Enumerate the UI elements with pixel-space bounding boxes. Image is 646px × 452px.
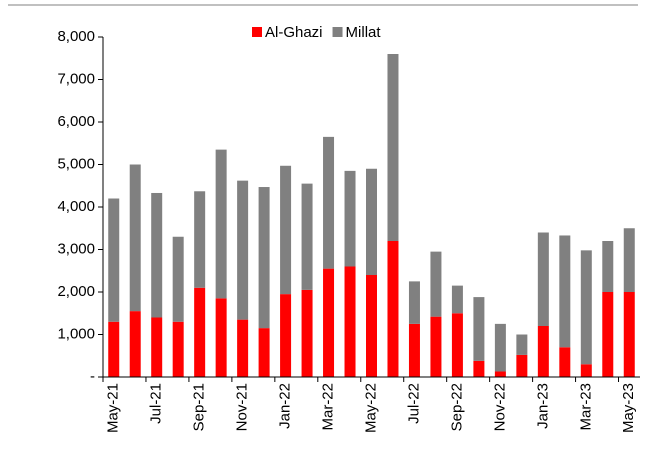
bar-segment (559, 347, 571, 377)
bar-segment (537, 326, 549, 377)
bar-segment (580, 364, 592, 377)
x-tick-label: May-23 (620, 383, 637, 433)
x-label-group: Mar-23 (577, 383, 594, 431)
y-tick-label: 6,000 (57, 113, 95, 130)
x-label-group: Nov-22 (491, 383, 508, 431)
bar-segment (301, 183, 313, 290)
bar-segment (494, 371, 506, 377)
y-tick-label: 1,000 (57, 325, 95, 342)
bar-segment (602, 241, 614, 292)
bar-segment (516, 334, 528, 355)
x-label-group: May-23 (620, 383, 637, 433)
bar-segment (580, 250, 592, 365)
x-tick-label: Nov-21 (234, 383, 251, 431)
x-label-group: Sep-22 (448, 383, 465, 431)
bar-segment (623, 228, 635, 292)
bar-segment (473, 297, 485, 361)
y-tick-label: 5,000 (57, 155, 95, 172)
bar-segment (537, 232, 549, 326)
bar-segment (494, 323, 506, 372)
x-label-group: Jul-21 (148, 383, 165, 424)
x-label-group: Nov-21 (234, 383, 251, 431)
bar-segment (172, 236, 184, 322)
x-label-group: Jan-22 (277, 383, 294, 429)
bar-segment (151, 192, 163, 318)
bar-segment (323, 136, 335, 269)
bar-segment (108, 321, 120, 377)
y-tick-label: 2,000 (57, 283, 95, 300)
x-tick-label: Jan-22 (277, 383, 294, 429)
x-label-group: Mar-22 (320, 383, 337, 431)
legend-label: Millat (346, 24, 382, 41)
bar-segment (473, 360, 485, 377)
bar-segment (344, 170, 356, 267)
bar-segment (280, 294, 292, 377)
x-label-group: May-22 (362, 383, 379, 433)
bar-segment (237, 319, 249, 377)
bar-segment (430, 251, 442, 317)
bar-segment (215, 298, 227, 377)
x-label-group: Sep-21 (191, 383, 208, 431)
bar-segment (408, 323, 420, 377)
bar-segment (258, 187, 270, 329)
bar-segment (215, 149, 227, 299)
bar-segment (559, 235, 571, 348)
bar-segment (451, 313, 463, 377)
y-tick-label: 7,000 (57, 70, 95, 87)
bar-segment (366, 275, 377, 377)
bar-segment (151, 317, 163, 377)
bar-segment (108, 198, 120, 322)
x-tick-label: Jul-22 (405, 383, 422, 424)
x-label-group: Jul-22 (405, 383, 422, 424)
bar-segment (301, 289, 313, 377)
x-tick-label: Jan-23 (534, 383, 551, 429)
bar-segment (623, 292, 635, 377)
y-tick-label: 4,000 (57, 198, 95, 215)
bar-segment (323, 268, 335, 377)
x-tick-label: Jul-21 (148, 383, 165, 424)
bar-segment (451, 285, 463, 314)
x-tick-label: May-21 (105, 383, 122, 433)
bar-segment (129, 164, 141, 312)
x-label-group: Jan-23 (534, 383, 551, 429)
legend-swatch (332, 27, 343, 37)
y-tick-label: 8,000 (57, 28, 95, 45)
bar-segment (280, 165, 292, 295)
legend-swatch (252, 27, 262, 37)
x-label-group: May-21 (105, 383, 122, 433)
bar-segment (194, 191, 206, 288)
bar-segment (387, 54, 399, 241)
bar-segment (129, 311, 141, 377)
bar-segment (408, 281, 420, 324)
y-tick-label: 3,000 (57, 240, 95, 257)
x-tick-label: Nov-22 (491, 383, 508, 431)
bar-segment (258, 328, 270, 377)
bar-segment (366, 168, 377, 275)
bar-segment (194, 287, 206, 377)
x-tick-label: Sep-22 (448, 383, 465, 431)
bar-segment (387, 241, 399, 377)
x-tick-label: Sep-21 (191, 383, 208, 431)
x-tick-label: Mar-22 (320, 383, 337, 431)
legend-label: Al-Ghazi (265, 24, 323, 41)
bar-segment (430, 316, 442, 377)
bar-segment (516, 354, 528, 377)
x-tick-label: Mar-23 (577, 383, 594, 431)
bar-segment (237, 180, 249, 320)
y-tick-label: - (90, 368, 95, 385)
bar-segment (344, 266, 356, 377)
bar-segment (172, 321, 184, 377)
x-tick-label: May-22 (362, 383, 379, 433)
bar-segment (602, 292, 614, 377)
